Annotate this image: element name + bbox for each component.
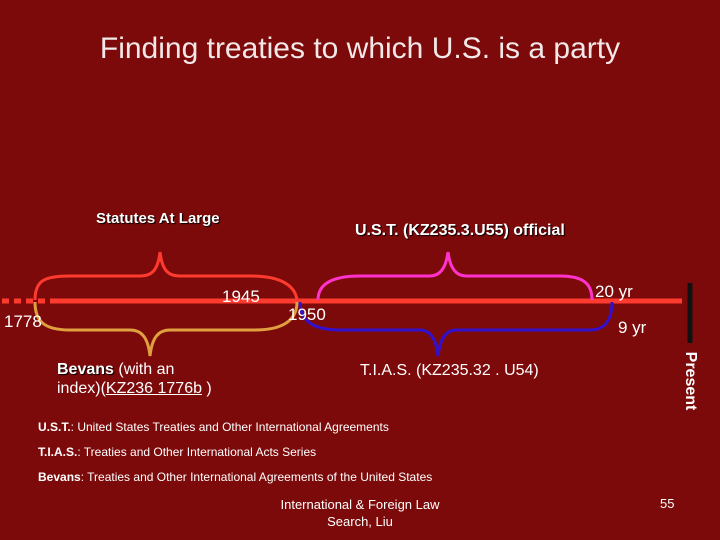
span-9yr-label: 9 yr <box>618 318 647 337</box>
definition-tias-text: : Treaties and Other International Acts … <box>77 445 317 459</box>
bevans-desc-3: ) <box>201 380 212 397</box>
definition-bevans-abbr: Bevans <box>38 470 81 484</box>
year-1778-label: 1778 <box>4 312 42 331</box>
bevans-label: Bevans (with an index)(KZ236 1776b ) <box>57 360 212 398</box>
statutes-label: Statutes At Large <box>96 210 220 227</box>
definition-tias: T.I.A.S.: Treaties and Other Internation… <box>38 445 316 459</box>
footer-text: International & Foreign Law Search, Liu <box>270 496 450 530</box>
span-20yr-label: 20 yr <box>595 282 633 301</box>
slide-title: Finding treaties to which U.S. is a part… <box>99 32 621 65</box>
definition-bevans: Bevans: Treaties and Other International… <box>38 470 432 484</box>
bevans-call-number-link[interactable]: KZ236 1776b <box>105 380 202 397</box>
definition-ust: U.S.T.: United States Treaties and Other… <box>38 420 389 434</box>
bevans-desc-2: index)( <box>57 380 106 397</box>
ust-label: U.S.T. (KZ235.3.U55) official <box>355 222 565 239</box>
present-label: Present <box>682 351 699 411</box>
definition-ust-text: : United States Treaties and Other Inter… <box>70 420 389 434</box>
page-number: 55 <box>660 496 675 511</box>
definition-tias-abbr: T.I.A.S. <box>38 445 78 459</box>
bevans-bracket <box>33 301 299 357</box>
ust-bracket <box>316 251 594 301</box>
tias-bracket <box>298 301 614 357</box>
year-1950-label: 1950 <box>288 305 326 324</box>
year-1945-label: 1945 <box>222 287 260 306</box>
footer-line-1: International & Foreign Law <box>280 497 440 512</box>
footer-line-2: Search, Liu <box>327 514 393 529</box>
definition-ust-abbr: U.S.T. <box>38 420 71 434</box>
bevans-name: Bevans <box>57 361 114 378</box>
statutes-bracket <box>33 251 299 301</box>
tias-label: T.I.A.S. (KZ235.32 . U54) <box>360 362 539 379</box>
definition-bevans-text: : Treaties and Other International Agree… <box>80 470 433 484</box>
bevans-desc-1: (with an <box>113 361 175 378</box>
